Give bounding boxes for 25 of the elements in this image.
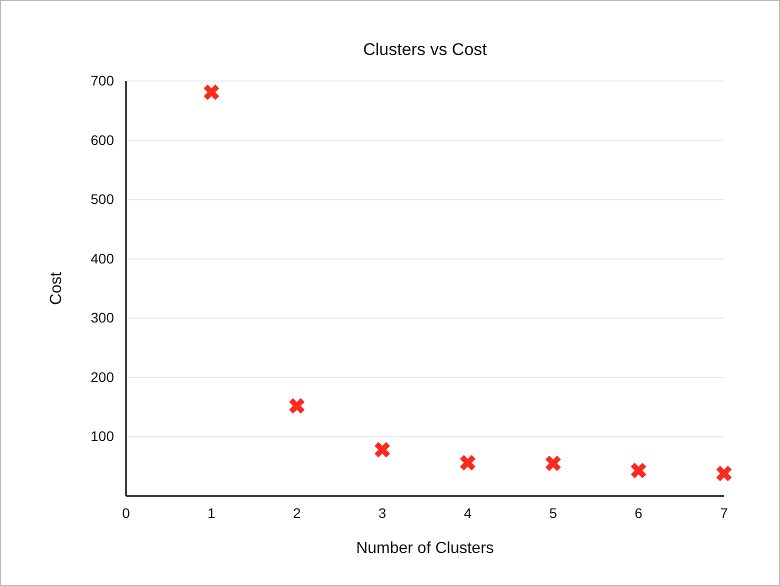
x-tick-label: 0: [122, 504, 130, 521]
point: [460, 455, 476, 471]
x-tick-label: 5: [549, 504, 558, 521]
y-tick-label: 600: [90, 132, 114, 148]
x-tick-label: 7: [720, 504, 728, 521]
y-tick-label: 300: [90, 310, 114, 326]
y-tick-label: 500: [90, 191, 114, 208]
point: [630, 462, 646, 478]
y-tick-label: 200: [90, 368, 114, 385]
y-tick-label: 700: [90, 72, 114, 88]
point: [204, 84, 220, 100]
x-tick-label: 2: [292, 504, 301, 521]
y-axis-title: Cost: [48, 272, 65, 305]
chart-title: Clusters vs Cost: [363, 40, 488, 59]
x-axis-title: Number of Clusters: [356, 540, 494, 557]
y-tick-label: 100: [90, 428, 114, 444]
point: [289, 398, 305, 414]
x-tick-label: 1: [208, 504, 216, 521]
point: [545, 456, 561, 472]
y-tick-label: 400: [90, 250, 114, 266]
x-tick-label: 3: [378, 504, 386, 521]
point: [374, 442, 390, 458]
x-tick-label: 6: [634, 504, 643, 521]
x-tick-label: 4: [464, 504, 472, 521]
point: [716, 466, 732, 482]
